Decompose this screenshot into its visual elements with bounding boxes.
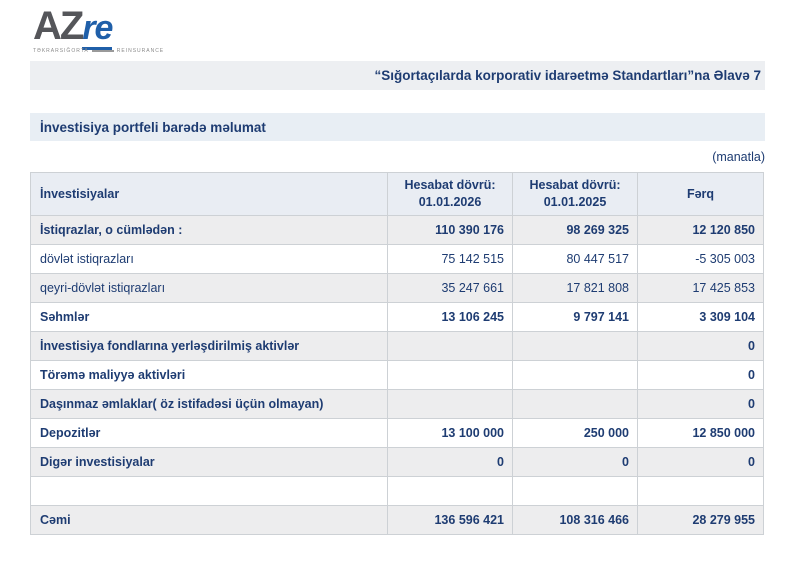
logo-subtext: TƏKRARSIĞORTA REINSURANCE — [33, 48, 164, 54]
table-row: İstiqrazlar, o cümlədən :110 390 176 98 2… — [30, 215, 764, 245]
value-2025 — [512, 360, 638, 390]
row-label: dövlət istiqrazları — [30, 244, 388, 274]
table-row: Daşınmaz əmlaklar( öz istifadəsi üçün ol… — [30, 389, 764, 419]
value-2026: 0 — [387, 447, 513, 477]
value-2026 — [387, 331, 513, 361]
value-diff: 28 279 955 — [637, 505, 764, 535]
value-diff: 12 120 850 — [637, 215, 764, 245]
row-label: Cəmi — [30, 505, 388, 535]
value-2025: 0 — [512, 447, 638, 477]
value-2025 — [512, 389, 638, 419]
value-diff: 0 — [637, 331, 764, 361]
value-2025: 80 447 517 — [512, 244, 638, 274]
value-2025 — [512, 331, 638, 361]
column-header-difference: Fərq — [637, 172, 764, 216]
value-diff: 0 — [637, 389, 764, 419]
value-2026 — [387, 476, 513, 506]
column-header-text: İnvestisiyalar — [40, 186, 120, 201]
column-header-text: Hesabat dövrü: — [529, 178, 621, 193]
value-2026: 13 100 000 — [387, 418, 513, 448]
logo-subtext-left: TƏKRARSIĞORTA — [33, 48, 89, 54]
table-header-row: İnvestisiyalar Hesabat dövrü: 01.01.2026… — [30, 172, 764, 216]
value-diff: 3 309 104 — [637, 302, 764, 332]
value-diff: 0 — [637, 447, 764, 477]
column-header-investments: İnvestisiyalar — [30, 172, 388, 216]
row-label: Digər investisiyalar — [30, 447, 388, 477]
row-label: İstiqrazlar, o cümlədən : — [30, 215, 388, 245]
value-diff: -5 305 003 — [637, 244, 764, 274]
value-2026: 13 106 245 — [387, 302, 513, 332]
table-row: Törəmə maliyyə aktivləri 0 — [30, 360, 764, 390]
row-label: Depozitlər — [30, 418, 388, 448]
table-row: Cəmi 136 596 421 108 316 466 28 279 955 — [30, 505, 764, 535]
annex-title-bar: “Sığortaçılarda korporativ idarəetmə Sta… — [30, 61, 765, 90]
row-label: Törəmə maliyyə aktivləri — [30, 360, 388, 390]
row-label: Səhmlər — [30, 302, 388, 332]
value-2025: 250 000 — [512, 418, 638, 448]
table-row: İnvestisiya fondlarına yerləşdirilmiş ak… — [30, 331, 764, 361]
row-label: İnvestisiya fondlarına yerləşdirilmiş ak… — [30, 331, 388, 361]
value-2025: 98 269 325 — [512, 215, 638, 245]
table-row: qeyri-dövlət istiqrazları 35 247 661 17 82… — [30, 273, 764, 303]
row-label — [30, 476, 388, 506]
value-2026: 110 390 176 — [387, 215, 513, 245]
value-diff: 12 850 000 — [637, 418, 764, 448]
value-2025: 17 821 808 — [512, 273, 638, 303]
table-row: dövlət istiqrazları 75 142 515 80 447 517-… — [30, 244, 764, 274]
section-title: İnvestisiya portfeli barədə məlumat — [40, 119, 266, 135]
column-header-date: 01.01.2025 — [543, 195, 607, 209]
investment-portfolio-table: İnvestisiyalar Hesabat dövrü: 01.01.2026… — [30, 172, 764, 535]
table-row: Səhmlər 13 106 245 9 797 141 3 309 104 — [30, 302, 764, 332]
section-title-bar: İnvestisiya portfeli barədə məlumat — [30, 113, 765, 141]
value-2026: 136 596 421 — [387, 505, 513, 535]
table-row: Digər investisiyalar 0 0 0 — [30, 447, 764, 477]
value-diff — [637, 476, 764, 506]
value-2026 — [387, 389, 513, 419]
column-header-text: Fərq — [686, 186, 715, 201]
table-row — [30, 476, 764, 506]
column-header-text: Hesabat dövrü: — [404, 178, 496, 193]
table-row: Depozitlər 13 100 000 250 000 12 850 000 — [30, 418, 764, 448]
column-header-period-2026: Hesabat dövrü: 01.01.2026 — [387, 172, 513, 216]
value-2025: 9 797 141 — [512, 302, 638, 332]
row-label: Daşınmaz əmlaklar( öz istifadəsi üçün ol… — [30, 389, 388, 419]
value-2026: 75 142 515 — [387, 244, 513, 274]
logo-text-az: AZ — [33, 4, 84, 48]
logo-text-re: re — [82, 9, 113, 50]
value-2025: 108 316 466 — [512, 505, 638, 535]
value-diff: 17 425 853 — [637, 273, 764, 303]
value-diff: 0 — [637, 360, 764, 390]
row-label: qeyri-dövlət istiqrazları — [30, 273, 388, 303]
column-header-period-2025: Hesabat dövrü: 01.01.2025 — [512, 172, 638, 216]
annex-title: “Sığortaçılarda korporativ idarəetmə Sta… — [374, 68, 761, 83]
logo-divider-line — [91, 50, 114, 52]
logo-wordmark: AZre — [33, 4, 164, 50]
value-2026: 35 247 661 — [387, 273, 513, 303]
column-header-date: 01.01.2026 — [418, 195, 482, 209]
value-2026 — [387, 360, 513, 390]
value-2025 — [512, 476, 638, 506]
unit-note: (manatla) — [712, 150, 765, 164]
table-body: İstiqrazlar, o cümlədən :110 390 176 98 2… — [30, 215, 764, 535]
logo-subtext-right: REINSURANCE — [116, 48, 165, 54]
azre-logo: AZre TƏKRARSIĞORTA REINSURANCE — [33, 6, 164, 54]
